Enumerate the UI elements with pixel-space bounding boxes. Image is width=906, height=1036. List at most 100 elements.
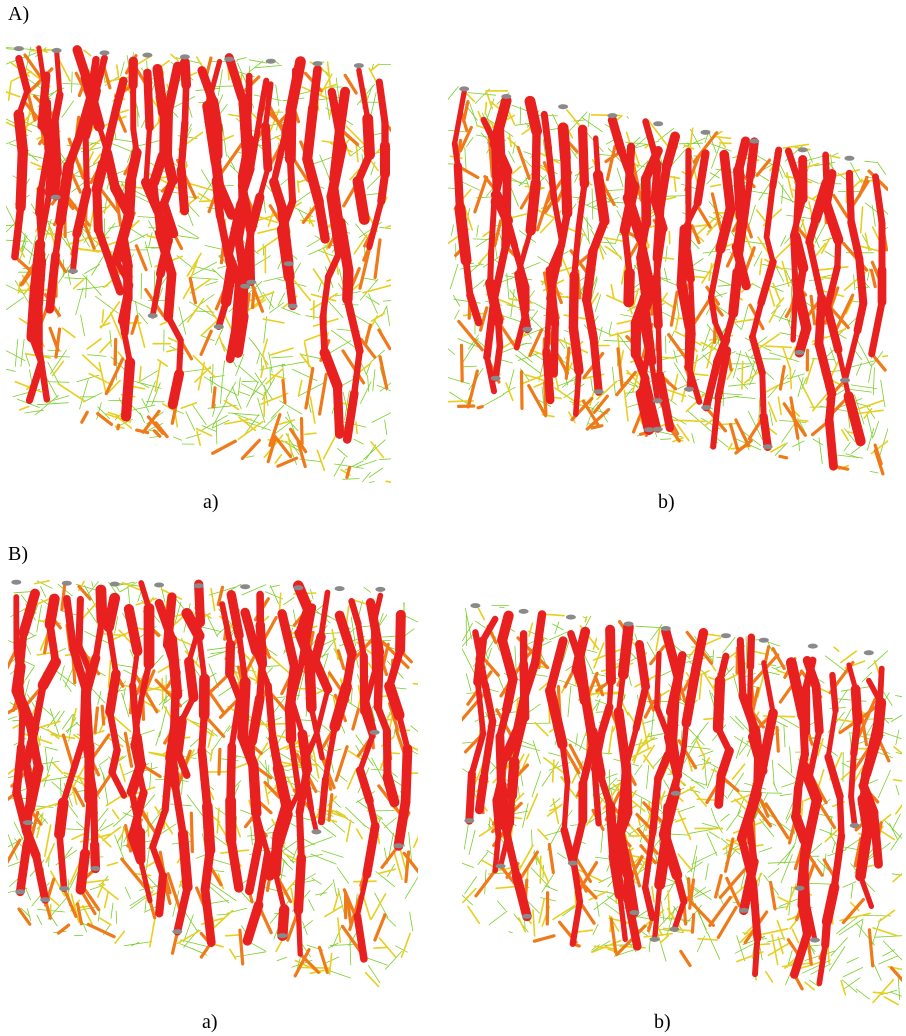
- medium-vessel-segment: [764, 802, 790, 840]
- medium-vessel-segment: [166, 872, 182, 911]
- capillary-segment: [488, 910, 508, 926]
- vessel-end-cap: [558, 104, 569, 110]
- small-vessel-segment: [107, 379, 121, 394]
- large-vessel-segment: [453, 161, 465, 213]
- capillary-segment: [752, 170, 770, 181]
- small-vessel-segment: [88, 372, 113, 386]
- capillary-segment: [45, 381, 70, 383]
- large-vessel-segment: [708, 245, 724, 301]
- capillary-segment: [248, 337, 257, 347]
- small-vessel-segment: [462, 887, 477, 904]
- medium-vessel-segment: [532, 934, 556, 943]
- large-vessel-segment: [507, 792, 516, 827]
- medium-vessel-segment: [296, 440, 307, 469]
- small-vessel-segment: [730, 318, 757, 324]
- capillary-segment: [97, 910, 101, 922]
- small-vessel-segment: [685, 393, 706, 413]
- capillary-segment: [597, 153, 614, 156]
- capillary-segment: [453, 294, 461, 307]
- capillary-segment: [36, 402, 69, 406]
- large-vessel-segment: [655, 370, 675, 433]
- caption-a-a: a): [203, 491, 219, 513]
- capillary-segment: [818, 437, 823, 465]
- large-vessel-segment: [571, 224, 582, 279]
- large-vessel-segment: [848, 793, 858, 829]
- capillary-segment: [139, 412, 146, 424]
- capillary-segment: [366, 172, 384, 189]
- capillary-segment: [332, 879, 338, 897]
- large-vessel-segment: [466, 291, 483, 327]
- capillary-segment: [173, 601, 182, 626]
- capillary-segment: [616, 167, 624, 188]
- vessel-end-cap: [109, 581, 120, 587]
- capillary-segment: [691, 433, 695, 444]
- small-vessel-segment: [260, 365, 265, 379]
- capillary-segment: [216, 913, 229, 916]
- large-vessel-segment: [506, 756, 520, 801]
- capillary-segment: [309, 588, 314, 600]
- capillary-segment: [28, 234, 37, 265]
- small-vessel-segment: [362, 284, 391, 294]
- large-vessel-segment: [357, 733, 376, 774]
- capillary-segment: [850, 384, 878, 390]
- capillary-segment: [350, 616, 356, 646]
- capillary-segment: [324, 88, 331, 120]
- large-vessel-segment: [226, 742, 237, 805]
- capillary-segment: [665, 245, 668, 263]
- medium-vessel-segment: [615, 370, 637, 397]
- small-vessel-segment: [672, 419, 706, 423]
- large-vessel-segment: [226, 590, 244, 641]
- medium-vessel-segment: [56, 923, 71, 935]
- capillary-segment: [552, 623, 564, 631]
- capillary-segment: [462, 741, 476, 744]
- large-vessel-segment: [32, 851, 50, 904]
- medium-vessel-segment: [547, 842, 555, 874]
- large-vessel-segment: [213, 180, 237, 220]
- large-vessel-segment: [94, 225, 115, 269]
- medium-vessel-segment: [152, 429, 162, 438]
- large-vessel-segment: [176, 337, 184, 377]
- medium-vessel-segment: [304, 366, 315, 410]
- large-vessel-segment: [173, 883, 192, 936]
- small-vessel-segment: [676, 423, 690, 442]
- vessel-end-cap: [277, 933, 288, 939]
- capillary-segment: [554, 621, 560, 634]
- capillary-segment: [600, 830, 604, 853]
- capillary-segment: [855, 362, 862, 376]
- medium-vessel-segment: [318, 372, 328, 416]
- small-vessel-segment: [345, 819, 352, 843]
- large-vessel-segment: [105, 669, 121, 717]
- capillary-segment: [541, 761, 559, 787]
- capillary-segment: [79, 378, 89, 410]
- capillary-segment: [265, 759, 269, 785]
- large-vessel-segment: [256, 660, 267, 703]
- small-vessel-segment: [218, 335, 226, 352]
- vessel-end-cap: [334, 586, 345, 592]
- small-vessel-segment: [61, 327, 76, 339]
- large-vessel-segment: [298, 603, 317, 665]
- capillary-segment: [364, 277, 378, 281]
- capillary-segment: [34, 394, 59, 416]
- medium-vessel-segment: [734, 418, 751, 448]
- large-vessel-segment: [559, 741, 571, 786]
- capillary-segment: [735, 737, 744, 759]
- large-vessel-segment: [149, 151, 168, 188]
- large-vessel-segment: [113, 257, 133, 288]
- large-vessel-segment: [524, 95, 543, 137]
- large-vessel-segment: [761, 660, 776, 716]
- large-vessel-segment: [465, 769, 476, 825]
- small-vessel-segment: [33, 580, 50, 585]
- capillary-segment: [747, 410, 763, 441]
- small-vessel-segment: [274, 453, 283, 464]
- large-vessel-segment: [286, 155, 297, 205]
- large-vessel-segment: [241, 225, 256, 274]
- small-vessel-segment: [332, 890, 340, 911]
- large-vessel-segment: [322, 723, 338, 783]
- small-vessel-segment: [149, 917, 156, 948]
- capillary-segment: [91, 581, 94, 587]
- large-vessel-segment: [139, 660, 153, 697]
- medium-vessel-segment: [593, 675, 605, 697]
- capillary-segment: [472, 279, 485, 290]
- capillary-segment: [734, 396, 756, 399]
- large-vessel-segment: [22, 759, 35, 792]
